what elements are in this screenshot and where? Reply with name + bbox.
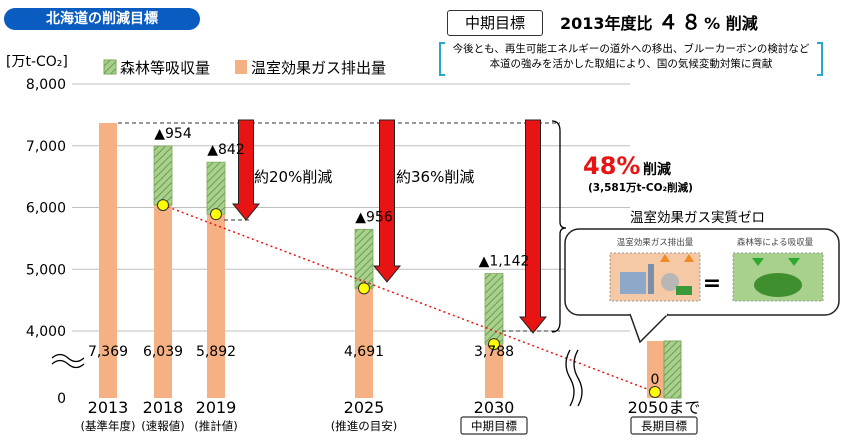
annotations-layer	[118, 119, 840, 398]
net-value-label: 5,892	[196, 344, 236, 360]
smoke-icon	[661, 273, 679, 291]
bar-forest	[206, 161, 226, 215]
net-point	[488, 338, 500, 351]
x-tick-note: (推計値)	[194, 419, 237, 433]
absorb-down-arrows-icon	[752, 258, 800, 266]
bar-emissions	[207, 162, 225, 398]
netzero-absorb-label: 森林等による吸収量	[737, 237, 814, 248]
x-tick-note: 中期目標	[471, 419, 517, 433]
goal-note: 今後とも、再生可能エネルギーの道外への移出、ブルーカーボンの検討など 本道の強み…	[439, 42, 823, 76]
reduction-arrow	[231, 119, 261, 221]
note-bracket-left	[439, 42, 445, 76]
x-tick-note: (基準年度)	[81, 419, 136, 433]
goal-value: ４８	[658, 10, 705, 34]
net-point	[157, 199, 169, 212]
x-tick-label: 2030	[474, 398, 515, 417]
reduction-label-48-word: 削減	[643, 161, 671, 178]
bar-emissions	[647, 341, 664, 398]
forest-icon	[754, 273, 802, 297]
note-bracket-right	[817, 42, 823, 76]
y-tick-label: 4,000	[26, 324, 66, 340]
netzero-title: 温室効果ガス実質ゼロ	[630, 209, 765, 226]
bar-forest	[354, 228, 374, 289]
axis-break-mark	[565, 349, 575, 407]
net-point	[210, 208, 222, 221]
labels-layer: 8,000 7,000 6,000 5,000 4,000 0 [万t-CO₂] 森林等吸収量…	[6, 54, 814, 435]
forest-value-label: ▲954	[154, 126, 192, 142]
legend-label-emissions: 温室効果ガス排出量	[251, 59, 386, 77]
y-tick-label: 0	[57, 391, 66, 407]
goal-suffix: % 削減	[704, 14, 758, 33]
x-tick-label: 2025	[344, 398, 385, 417]
bar-emissions	[99, 122, 117, 399]
net-point	[649, 386, 661, 398]
goal-prefix: 2013年度比	[560, 14, 653, 33]
y-axis-unit: [万t-CO₂]	[6, 54, 68, 70]
y-tick-label: 8,000	[26, 77, 66, 93]
y-tick-label: 6,000	[26, 201, 66, 217]
x-tick-note: (速報値)	[141, 419, 184, 433]
reduction-label-20: 約20%削減	[254, 168, 332, 186]
axis-break-mark	[51, 359, 85, 369]
y-tick-label: 7,000	[26, 139, 66, 155]
reduction-arrow	[372, 119, 402, 283]
note-line-2: 本道の強みを活かした取組により、国の気候変動対策に貢献	[489, 58, 773, 70]
x-tick-note: 長期目標	[641, 419, 687, 433]
bars-layer	[99, 122, 682, 399]
y-tick-label: 5,000	[26, 262, 66, 278]
x-tick-note: (推進の目安)	[331, 419, 397, 433]
goal-box-frame	[460, 416, 528, 435]
net-value-label: 0	[651, 372, 660, 388]
forest-value-label: ▲842	[207, 142, 245, 158]
net-point	[358, 282, 370, 295]
net-value-label: 4,691	[344, 344, 384, 360]
x-tick-label: 2050まで	[628, 398, 701, 417]
legend-label-forest: 森林等吸収量	[120, 59, 210, 77]
x-tick-label: 2013	[88, 398, 129, 417]
netzero-emis-label: 温室効果ガス排出量	[617, 237, 694, 248]
factory-icon	[620, 272, 646, 294]
bracket-48	[551, 120, 567, 333]
chimney-icon	[648, 264, 654, 294]
bar-forest	[663, 340, 682, 399]
legend-swatch-emissions	[235, 60, 247, 74]
axis-break-mark	[51, 353, 85, 363]
goal-tag: 中期目標	[447, 10, 543, 36]
net-value-label: 3,788	[474, 344, 514, 360]
reduction-label-48: 48%	[583, 152, 640, 180]
axis-break-mark	[573, 349, 583, 407]
emission-up-arrows-icon	[660, 254, 694, 262]
legend-swatch-forest	[103, 59, 117, 75]
callout-tail	[629, 313, 669, 344]
x-tick-label: 2018	[143, 398, 184, 417]
forest-value-label: ▲956	[355, 209, 393, 225]
note-line-1: 今後とも、再生可能エネルギーの道外への移出、ブルーカーボンの検討など	[452, 43, 810, 55]
forest-value-label: ▲1,142	[479, 254, 530, 270]
goal-box-frame	[630, 416, 698, 435]
reduction-label-48-detail: (3,581万t-CO₂削減)	[588, 181, 693, 194]
bar-forest	[153, 145, 173, 206]
equals-sign: =	[703, 271, 721, 296]
truck-icon	[676, 286, 692, 295]
net-value-label: 7,369	[88, 344, 128, 360]
reduction-arrow	[518, 119, 548, 334]
net-value-label: 6,039	[143, 344, 183, 360]
goal-statement: 2013年度比 ４８% 削減	[560, 8, 758, 38]
page-title: 北海道の削減目標	[4, 8, 200, 30]
reduction-label-36: 約36%削減	[396, 168, 474, 186]
x-tick-label: 2019	[196, 398, 237, 417]
